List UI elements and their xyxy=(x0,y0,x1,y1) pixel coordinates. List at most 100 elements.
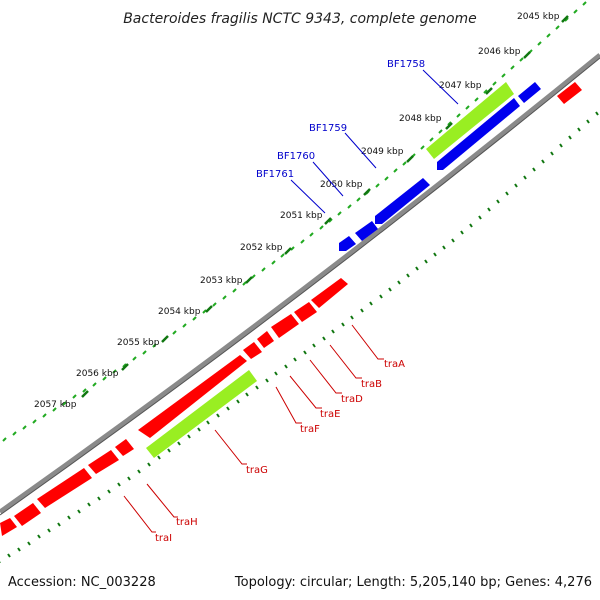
leader-traD xyxy=(309,359,342,394)
reverse-cds-BF1759[interactable] xyxy=(375,178,430,224)
tick-mark xyxy=(102,376,107,381)
kbp-tick-2049 xyxy=(406,155,414,163)
gene-label-traE[interactable]: traE xyxy=(320,409,340,420)
reverse-cds-BF1758[interactable] xyxy=(518,82,541,103)
tick-mark xyxy=(7,553,11,558)
gene-label-BF1758[interactable]: BF1758 xyxy=(387,59,425,70)
tick-mark xyxy=(132,356,137,361)
tick-mark xyxy=(274,371,278,376)
kbp-label: 2053 kbp xyxy=(200,276,243,286)
tick-mark xyxy=(42,413,47,418)
kbp-tick-2046 xyxy=(523,51,531,59)
label-leaders-reverse xyxy=(290,69,459,214)
tick-mark xyxy=(379,294,383,299)
forward-cds-traG[interactable] xyxy=(138,355,247,438)
tick-mark xyxy=(212,302,217,307)
tick-mark xyxy=(167,448,171,453)
kbp-label: 2048 kbp xyxy=(399,114,442,124)
tick-mark xyxy=(62,401,67,406)
forward-strand-genes xyxy=(0,82,582,536)
gene-label-traF[interactable]: traF xyxy=(300,424,320,435)
gene-label-traG[interactable]: traG xyxy=(246,465,268,476)
forward-cds-traA[interactable] xyxy=(311,278,348,308)
gene-label-traA[interactable]: traA xyxy=(384,359,405,370)
tick-mark xyxy=(532,167,536,172)
tick-mark xyxy=(402,161,407,166)
tick-mark xyxy=(22,425,27,430)
tick-mark xyxy=(261,267,266,272)
gene-label-BF1759[interactable]: BF1759 xyxy=(309,123,347,134)
tick-mark xyxy=(337,211,342,216)
tick-mark xyxy=(328,218,333,223)
tick-mark xyxy=(384,176,389,181)
tick-mark xyxy=(37,534,41,539)
genome-backbone-shadow xyxy=(0,57,600,516)
tick-mark xyxy=(226,406,230,411)
tick-mark xyxy=(27,541,31,546)
tick-mark xyxy=(293,357,297,362)
leader-traH xyxy=(146,483,178,518)
tick-mark xyxy=(360,308,364,313)
tick-mark xyxy=(469,223,473,228)
tick-mark xyxy=(555,25,560,30)
reverse-cds-BF1760[interactable] xyxy=(355,221,378,241)
tick-mark xyxy=(206,420,210,425)
genome-backbone xyxy=(0,53,600,515)
reverse-strand-genes xyxy=(339,82,541,251)
tick-mark xyxy=(424,259,428,264)
kbp-tick-2052 xyxy=(284,247,292,255)
tick-mark xyxy=(97,496,101,501)
kbp-labels: 2045 kbp 2046 kbp 2047 kbp 2048 kbp 2049… xyxy=(34,12,560,410)
tick-mark xyxy=(127,476,131,481)
gene-label-traI[interactable]: traI xyxy=(155,533,172,544)
gene-labels-forward: traA traB traD traE traF traG traH traI xyxy=(155,359,405,544)
tick-mark xyxy=(415,266,419,271)
highlight-feature-upper[interactable] xyxy=(426,82,514,159)
accession-text: Accession: NC_003228 xyxy=(8,575,156,590)
forward-cds-traD[interactable] xyxy=(271,314,299,338)
tick-mark xyxy=(541,159,545,164)
reverse-cds-BF1758-main[interactable] xyxy=(437,98,520,170)
tick-mark xyxy=(586,119,590,124)
gene-label-BF1760[interactable]: BF1760 xyxy=(277,151,315,162)
tick-mark xyxy=(510,65,515,70)
forward-cds-traH-b[interactable] xyxy=(88,450,119,474)
reverse-cds-BF1761[interactable] xyxy=(339,236,356,251)
tick-mark xyxy=(341,322,345,327)
gene-label-traD[interactable]: traD xyxy=(341,394,363,405)
forward-cds-traI[interactable] xyxy=(37,468,92,508)
kbp-label: 2051 kbp xyxy=(280,211,323,221)
gene-label-BF1761[interactable]: BF1761 xyxy=(256,169,294,180)
forward-cds-traF[interactable] xyxy=(243,342,262,359)
kbp-label: 2045 kbp xyxy=(517,12,560,22)
highlight-feature-lower[interactable] xyxy=(146,370,257,458)
kbp-label: 2054 kbp xyxy=(158,307,201,317)
forward-cds-traE[interactable] xyxy=(257,331,274,348)
tick-mark xyxy=(187,434,191,439)
gene-label-traH[interactable]: traH xyxy=(176,517,198,528)
leader-BF1759 xyxy=(344,132,377,169)
forward-cds-far-left-b[interactable] xyxy=(0,518,17,536)
genome-title: Bacteroides fragilis NCTC 9343, complete… xyxy=(123,11,477,27)
tick-mark xyxy=(537,41,542,46)
forward-cds-far-left-a[interactable] xyxy=(14,503,41,526)
gene-label-traB[interactable]: traB xyxy=(361,379,382,390)
tick-mark xyxy=(284,364,288,369)
leader-BF1758 xyxy=(422,69,459,105)
tick-mark xyxy=(356,197,361,202)
forward-cds-traH-a[interactable] xyxy=(115,439,134,456)
tick-mark xyxy=(388,287,392,292)
tick-mark xyxy=(460,230,464,235)
kbp-tick-2056 xyxy=(121,363,129,371)
kbp-ticks xyxy=(81,15,569,398)
tick-mark xyxy=(505,191,509,196)
tick-mark xyxy=(137,469,141,474)
forward-cds-traB[interactable] xyxy=(294,302,317,322)
tick-mark xyxy=(478,215,482,220)
tick-mark xyxy=(303,350,307,355)
tick-mark xyxy=(347,204,352,209)
leader-BF1760 xyxy=(312,161,344,197)
tick-mark xyxy=(577,127,581,132)
forward-cds-top-right[interactable] xyxy=(557,82,582,104)
